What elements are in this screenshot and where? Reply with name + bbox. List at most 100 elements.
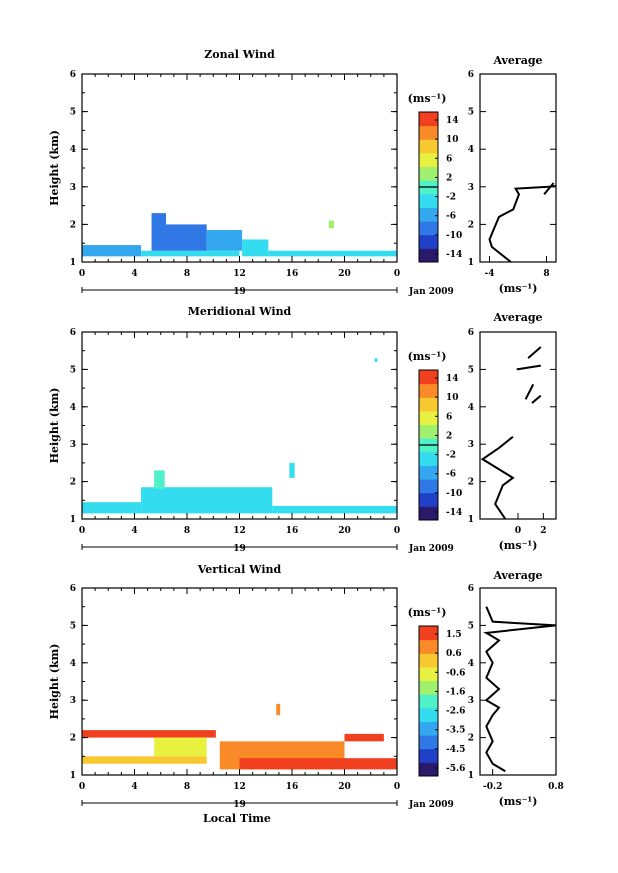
colorbar-tick-label: -2.6 xyxy=(446,707,465,717)
x-axis-label-local-time: Local Time xyxy=(203,812,271,825)
colorbar-swatch xyxy=(419,465,438,480)
heatmap-cell xyxy=(154,737,207,757)
x-tick-label: 20 xyxy=(338,269,351,279)
average-profile-segment xyxy=(531,394,542,404)
y-tick-label: 3 xyxy=(70,183,76,193)
colorbar-tick-label: -5.6 xyxy=(446,764,465,774)
colorbar-tick-label: 14 xyxy=(446,116,459,126)
colorbar-swatch xyxy=(419,680,438,695)
colorbar-tick-label: -1.6 xyxy=(446,687,465,697)
x-tick-label: 8 xyxy=(184,782,190,792)
colorbar-swatch xyxy=(419,653,438,668)
colorbar-tick-label: -10 xyxy=(446,489,462,499)
colorbar-swatch xyxy=(419,139,438,154)
colorbar-swatch xyxy=(419,479,438,494)
panel-title: Zonal Wind xyxy=(204,48,275,61)
colorbar-swatch xyxy=(419,748,438,763)
colorbar-swatch xyxy=(419,383,438,398)
x-tick-label: 16 xyxy=(286,782,299,792)
x-tick-label: 0 xyxy=(79,269,85,279)
average-unit: (ms⁻¹) xyxy=(499,539,538,552)
y-tick-label: 5 xyxy=(70,365,76,375)
y-tick-label: 1 xyxy=(70,515,76,525)
colorbar-swatch xyxy=(419,166,438,181)
heatmap-cell xyxy=(276,703,281,716)
average-x-tick-label: -0.2 xyxy=(483,782,502,792)
colorbar-tick-label: -6 xyxy=(446,470,456,480)
colorbar-tick-label: 0.6 xyxy=(446,649,462,659)
heatmap-cell xyxy=(272,505,397,514)
y-tick-label: 1 xyxy=(70,258,76,268)
colorbar-swatch xyxy=(419,125,438,140)
y-tick-label: 6 xyxy=(70,70,76,80)
colorbar-swatch xyxy=(419,762,438,777)
average-frame xyxy=(479,587,557,776)
average-profile-segment xyxy=(543,182,555,195)
average-title: Average xyxy=(492,54,542,67)
date-tick-label: 19 xyxy=(233,544,246,554)
colorbar-tick-label: 10 xyxy=(446,393,459,403)
x-tick-label: 0 xyxy=(79,782,85,792)
average-unit: (ms⁻¹) xyxy=(499,795,538,808)
average-y-tick-label: 6 xyxy=(468,328,474,338)
panel-title: Meridional Wind xyxy=(188,305,292,318)
colorbar-tick-label: 6 xyxy=(446,154,452,164)
x-tick-label: 0 xyxy=(394,526,400,536)
colorbar-swatch xyxy=(419,639,438,654)
colorbar-swatch xyxy=(419,221,438,236)
average-frame xyxy=(479,331,557,520)
colorbar-swatch xyxy=(419,626,438,641)
colorbar-tick-label: -2 xyxy=(446,193,456,203)
colorbar-tick-label: -6 xyxy=(446,212,456,222)
average-y-tick-label: 6 xyxy=(468,584,474,594)
heatmap-cell xyxy=(151,213,166,251)
average-y-tick-label: 5 xyxy=(468,621,474,631)
colorbar-tick-label: -4.5 xyxy=(446,745,465,755)
heatmap-cell xyxy=(166,224,207,251)
heatmap-cell xyxy=(141,487,273,514)
heatmap-cell xyxy=(82,245,142,257)
heatmap-cell xyxy=(206,230,243,251)
average-x-tick-label: 2 xyxy=(540,526,546,536)
x-tick-label: 20 xyxy=(338,782,351,792)
colorbar-tick-label: -10 xyxy=(446,231,462,241)
x-tick-label: 0 xyxy=(394,782,400,792)
x-tick-label: 12 xyxy=(233,526,246,536)
y-tick-label: 6 xyxy=(70,584,76,594)
heatmap-cell xyxy=(82,756,207,764)
average-y-tick-label: 1 xyxy=(468,258,474,268)
x-tick-label: 8 xyxy=(184,269,190,279)
date-tick-label: 19 xyxy=(233,287,246,297)
y-tick-label: 5 xyxy=(70,108,76,118)
y-tick-label: 1 xyxy=(70,771,76,781)
colorbar-tick-label: 10 xyxy=(446,135,459,145)
colorbar-swatch xyxy=(419,506,438,521)
y-axis-label: Height (km) xyxy=(48,388,61,464)
average-y-tick-label: 4 xyxy=(468,403,474,413)
x-tick-label: 4 xyxy=(131,269,137,279)
average-profile-line xyxy=(483,606,557,773)
average-unit: (ms⁻¹) xyxy=(499,282,538,295)
average-y-tick-label: 2 xyxy=(468,220,474,230)
heatmap-cell xyxy=(82,502,142,514)
colorbar-swatch xyxy=(419,207,438,222)
average-y-tick-label: 3 xyxy=(468,440,474,450)
average-title: Average xyxy=(492,311,542,324)
y-tick-label: 2 xyxy=(70,220,76,230)
colorbar-swatch xyxy=(419,234,438,249)
colorbar-tick-label: 2 xyxy=(446,431,452,441)
average-y-tick-label: 3 xyxy=(468,183,474,193)
heatmap-cell xyxy=(82,730,216,738)
colorbar-swatch xyxy=(419,735,438,750)
x-tick-label: 12 xyxy=(233,782,246,792)
date-label: Jan 2009 xyxy=(408,544,454,554)
average-y-tick-label: 4 xyxy=(468,145,474,155)
colorbar-unit: (ms⁻¹) xyxy=(408,606,447,619)
colorbar-unit: (ms⁻¹) xyxy=(408,350,447,363)
colorbar-tick-label: 1.5 xyxy=(446,630,462,640)
y-tick-label: 4 xyxy=(70,403,76,413)
